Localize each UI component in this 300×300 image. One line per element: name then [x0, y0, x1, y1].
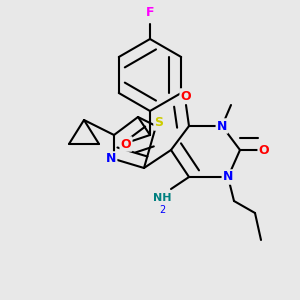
Text: O: O [121, 137, 131, 151]
Text: O: O [181, 89, 191, 103]
Text: N: N [223, 170, 233, 184]
Text: NH: NH [153, 193, 171, 203]
Text: N: N [217, 119, 227, 133]
Text: N: N [106, 152, 116, 166]
Text: 2: 2 [159, 205, 165, 215]
Text: S: S [154, 116, 164, 130]
Text: F: F [146, 5, 154, 19]
Text: O: O [259, 143, 269, 157]
